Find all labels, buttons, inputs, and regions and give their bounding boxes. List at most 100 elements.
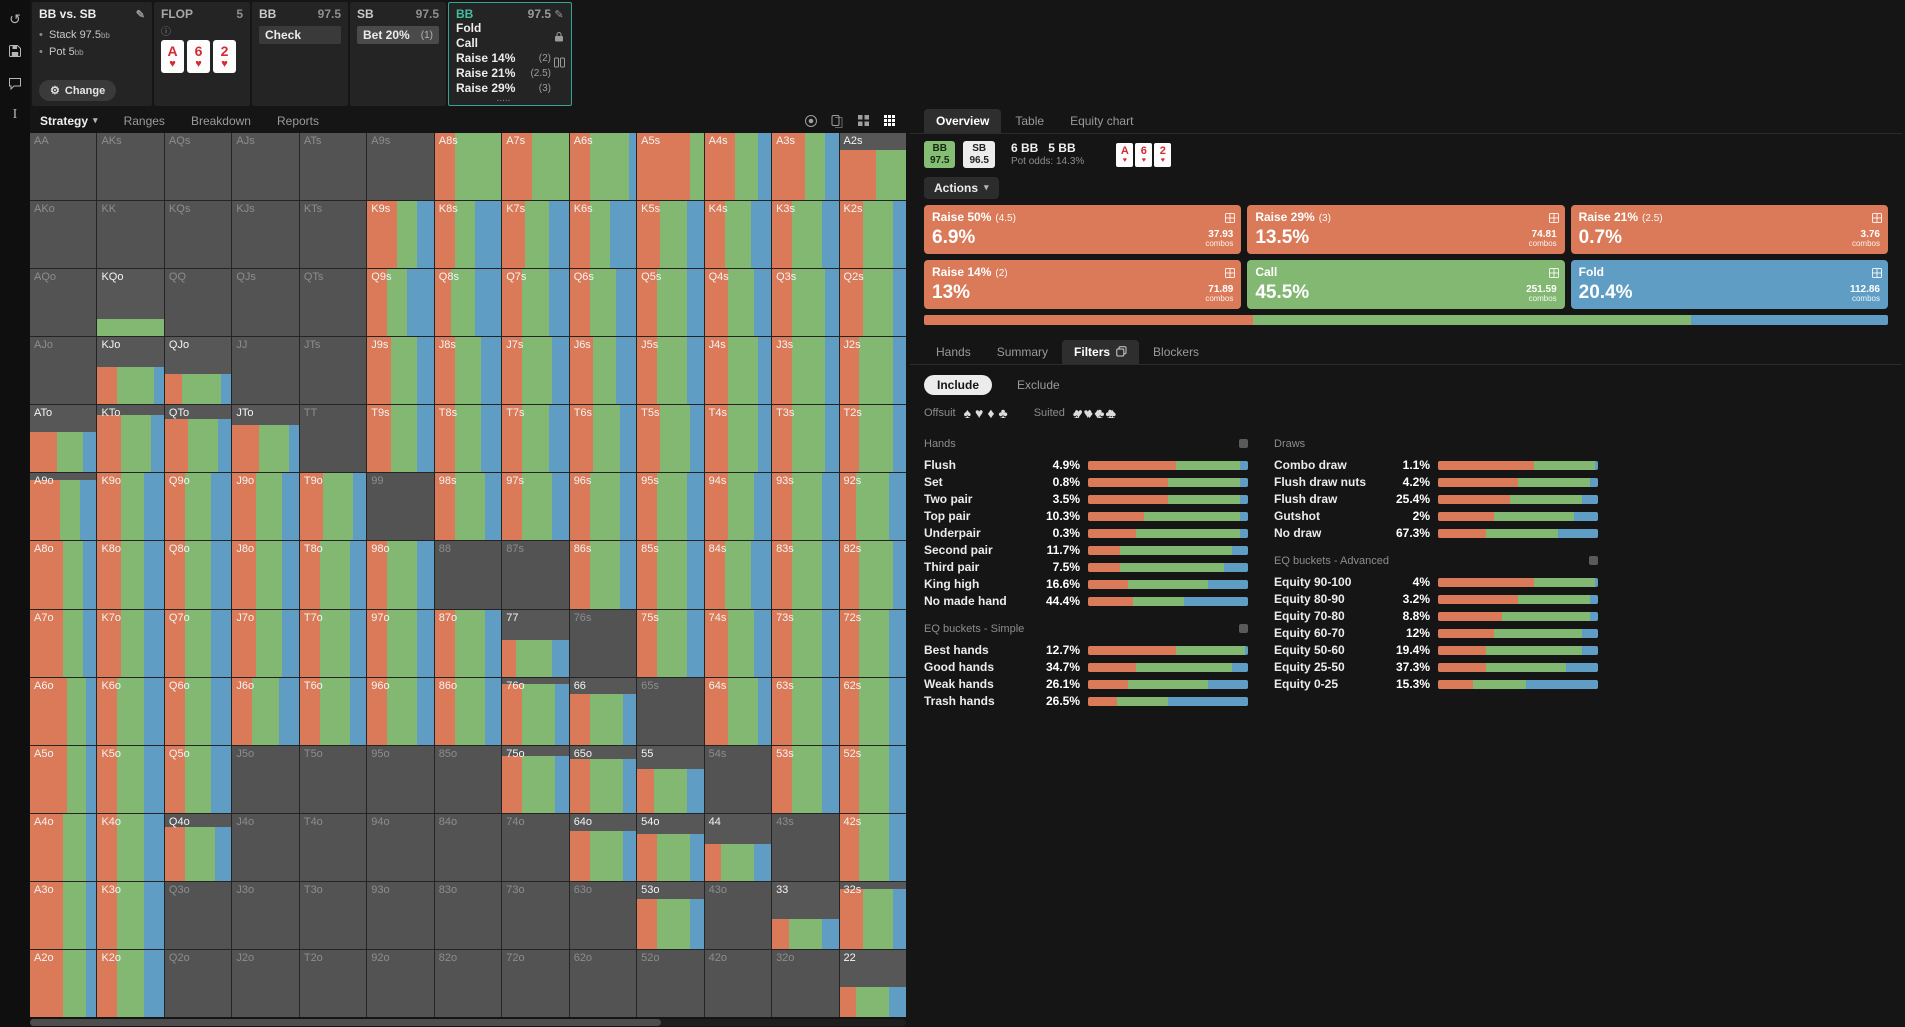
filter-stat-row-equity-70-80[interactable]: Equity 70-80 8.8% [1274, 608, 1598, 625]
grid-cell-85o[interactable]: 85o [434, 745, 502, 813]
grid-cell-K9o[interactable]: K9o [97, 473, 164, 541]
grid-cell-KQs[interactable]: KQs [164, 201, 232, 269]
grid-cell-K6o[interactable]: K6o [97, 677, 164, 745]
grid-cell-J7o[interactable]: J7o [232, 609, 299, 677]
tab-filters[interactable]: Filters [1062, 339, 1140, 364]
grid-cell-Q6s[interactable]: Q6s [569, 269, 637, 337]
grid-cell-T3o[interactable]: T3o [299, 881, 367, 949]
grid-cell-96o[interactable]: 96o [367, 677, 434, 745]
grid-cell-JTo[interactable]: JTo [232, 405, 299, 473]
edit-matchup-icon[interactable]: ✎ [135, 8, 145, 21]
grid-cell-54s[interactable]: 54s [704, 745, 772, 813]
more-actions-indicator[interactable]: ..... [496, 93, 511, 104]
grid-cell-87o[interactable]: 87o [434, 609, 502, 677]
grid-cell-K7o[interactable]: K7o [97, 609, 164, 677]
grid-cell-K8o[interactable]: K8o [97, 541, 164, 609]
grid-cell-AKo[interactable]: AKo [30, 201, 97, 269]
grid-cell-Q9s[interactable]: Q9s [367, 269, 434, 337]
grid-toggle-icon[interactable] [1872, 265, 1882, 283]
grid-cell-66[interactable]: 66 [569, 677, 637, 745]
grid-cell-74o[interactable]: 74o [502, 813, 569, 881]
grid-cell-KTo[interactable]: KTo [97, 405, 164, 473]
grid-cell-52o[interactable]: 52o [637, 949, 704, 1017]
grid-cell-J7s[interactable]: J7s [502, 337, 569, 405]
change-button[interactable]: ⚙ Change [39, 80, 117, 101]
grid-cell-Q9o[interactable]: Q9o [164, 473, 232, 541]
grid-compact-icon[interactable] [855, 113, 871, 129]
filter-stat-row-second-pair[interactable]: Second pair 11.7% [924, 542, 1248, 559]
grid-cell-96s[interactable]: 96s [569, 473, 637, 541]
grid-cell-A2o[interactable]: A2o [30, 949, 97, 1017]
edit-actions-icon[interactable]: ✎ [554, 9, 564, 21]
section-options-icon[interactable] [1589, 556, 1598, 565]
action-card-raise-50[interactable]: Raise 50% (4.5) 6.9% 37.93 combos [924, 204, 1242, 254]
suited-pair-icon[interactable]: ♣♠ [1105, 404, 1115, 421]
grid-cell-98o[interactable]: 98o [367, 541, 434, 609]
decision-row-raise-14[interactable]: Raise 14% (2) [456, 51, 551, 66]
grid-toggle-icon[interactable] [1548, 265, 1559, 283]
tab-table[interactable]: Table [1015, 114, 1045, 128]
grid-cell-32s[interactable]: 32s [839, 881, 906, 949]
grid-cell-K2o[interactable]: K2o [97, 949, 164, 1017]
grid-cell-K2s[interactable]: K2s [839, 201, 906, 269]
grid-cell-83s[interactable]: 83s [772, 541, 839, 609]
grid-cell-J9o[interactable]: J9o [232, 473, 299, 541]
decision-row-raise-29[interactable]: Raise 29% (3) [456, 81, 551, 96]
grid-cell-85s[interactable]: 85s [637, 541, 704, 609]
grid-cell-JJ[interactable]: JJ [232, 337, 299, 405]
grid-cell-63s[interactable]: 63s [772, 677, 839, 745]
grid-cell-Q4s[interactable]: Q4s [704, 269, 772, 337]
grid-cell-A9s[interactable]: A9s [367, 133, 434, 201]
grid-cell-Q8o[interactable]: Q8o [164, 541, 232, 609]
filter-stat-row-best-hands[interactable]: Best hands 12.7% [924, 642, 1248, 659]
grid-cell-84s[interactable]: 84s [704, 541, 772, 609]
grid-cell-42o[interactable]: 42o [704, 949, 772, 1017]
filter-stat-row-weak-hands[interactable]: Weak hands 26.1% [924, 676, 1248, 693]
grid-cell-53s[interactable]: 53s [772, 745, 839, 813]
grid-cell-T2s[interactable]: T2s [839, 405, 906, 473]
grid-cell-Q4o[interactable]: Q4o [164, 813, 232, 881]
grid-cell-T8o[interactable]: T8o [299, 541, 367, 609]
grid-cell-A9o[interactable]: A9o [30, 473, 97, 541]
grid-cell-KTs[interactable]: KTs [299, 201, 367, 269]
grid-cell-54o[interactable]: 54o [637, 813, 704, 881]
grid-cell-65s[interactable]: 65s [637, 677, 704, 745]
grid-cell-Q6o[interactable]: Q6o [164, 677, 232, 745]
grid-cell-A6s[interactable]: A6s [569, 133, 637, 201]
grid-cell-Q7s[interactable]: Q7s [502, 269, 569, 337]
filter-stat-row-equity-50-60[interactable]: Equity 50-60 19.4% [1274, 642, 1598, 659]
grid-cell-99[interactable]: 99 [367, 473, 434, 541]
heart-icon[interactable]: ♥ [975, 404, 984, 421]
text-tool-icon[interactable]: I [12, 107, 18, 122]
filter-stat-row-gutshot[interactable]: Gutshot 2% [1274, 508, 1598, 525]
exclude-toggle[interactable]: Exclude [1017, 377, 1060, 392]
tab-reports[interactable]: Reports [276, 113, 320, 128]
grid-cell-65o[interactable]: 65o [569, 745, 637, 813]
grid-cell-KK[interactable]: KK [97, 201, 164, 269]
grid-cell-92s[interactable]: 92s [839, 473, 906, 541]
grid-cell-75o[interactable]: 75o [502, 745, 569, 813]
grid-toggle-icon[interactable] [1548, 210, 1559, 228]
grid-toggle-icon[interactable] [1872, 210, 1882, 228]
grid-cell-43s[interactable]: 43s [772, 813, 839, 881]
grid-cell-KJo[interactable]: KJo [97, 337, 164, 405]
grid-cell-J4o[interactable]: J4o [232, 813, 299, 881]
tab-summary[interactable]: Summary [996, 344, 1049, 359]
suited-pair-icon[interactable]: ♥♦ [1083, 404, 1094, 421]
grid-cell-QTo[interactable]: QTo [164, 405, 232, 473]
tab-overview[interactable]: Overview [924, 109, 1002, 133]
grid-cell-55[interactable]: 55 [637, 745, 704, 813]
chip-view-icon[interactable] [803, 113, 819, 129]
grid-cell-32o[interactable]: 32o [772, 949, 839, 1017]
grid-cell-T6o[interactable]: T6o [299, 677, 367, 745]
grid-cell-82s[interactable]: 82s [839, 541, 906, 609]
action-card-raise-21[interactable]: Raise 21% (2.5) 0.7% 3.76 combos [1570, 204, 1888, 254]
grid-cell-T4o[interactable]: T4o [299, 813, 367, 881]
grid-cell-97o[interactable]: 97o [367, 609, 434, 677]
grid-cell-K9s[interactable]: K9s [367, 201, 434, 269]
grid-cell-94o[interactable]: 94o [367, 813, 434, 881]
grid-cell-QQ[interactable]: QQ [164, 269, 232, 337]
check-action[interactable]: Check [259, 26, 341, 44]
grid-cell-53o[interactable]: 53o [637, 881, 704, 949]
filter-stat-row-equity-80-90[interactable]: Equity 80-90 3.2% [1274, 591, 1598, 608]
